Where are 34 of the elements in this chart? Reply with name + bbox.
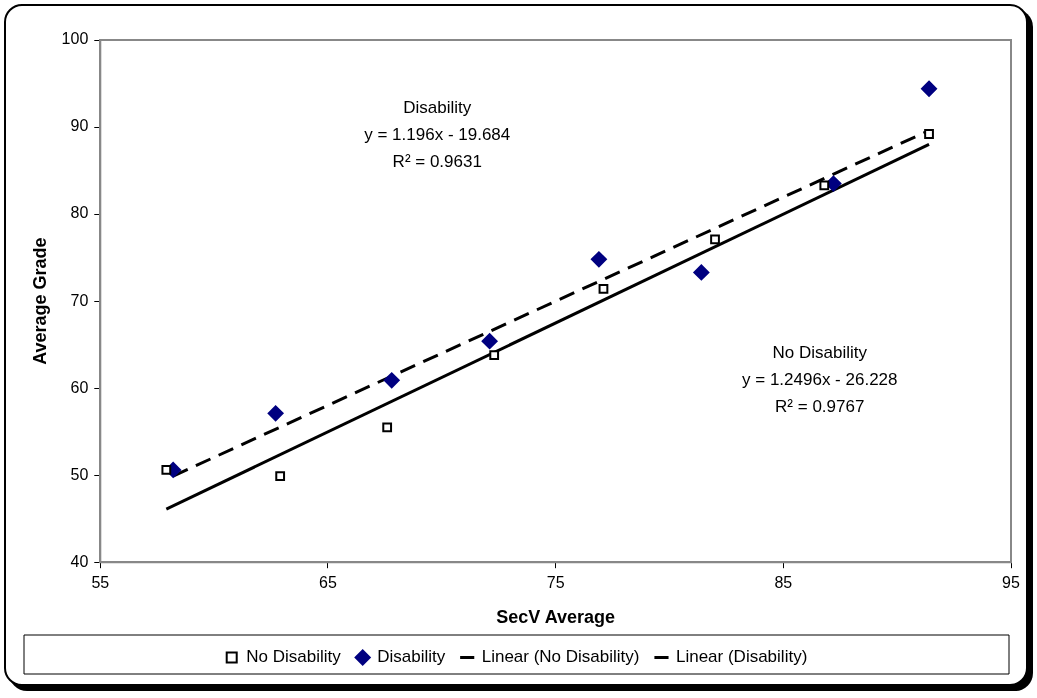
annotation: No Disability y = 1.2496x - 26.228 R² = 0.9767 xyxy=(742,343,898,417)
legend-label: No Disability xyxy=(246,647,342,667)
legend-label: Linear (No Disability) xyxy=(481,647,640,667)
y-tick-label: 100 xyxy=(61,30,89,48)
x-tick-label: 85 xyxy=(774,574,793,592)
x-tick-label: 75 xyxy=(546,574,565,592)
point xyxy=(382,422,393,433)
x-tick-label: 65 xyxy=(319,574,337,592)
x-tick-label: 95 xyxy=(1002,574,1020,592)
point xyxy=(383,372,400,389)
point xyxy=(598,284,609,294)
point xyxy=(590,251,607,268)
point xyxy=(710,234,720,245)
point xyxy=(819,180,830,191)
y-tick-label: 70 xyxy=(70,291,89,309)
y-tick-label: 60 xyxy=(70,378,89,396)
x-tick-label: 55 xyxy=(91,574,110,592)
y-axis-title: Average Grade xyxy=(29,237,50,365)
y-tick-label: 90 xyxy=(70,117,89,135)
point xyxy=(921,80,938,97)
y-tick-label: 80 xyxy=(70,204,89,222)
y-tick-label: 50 xyxy=(70,465,89,483)
point xyxy=(275,471,286,481)
point xyxy=(489,350,500,360)
x-axis-title: SecV Average xyxy=(496,607,616,628)
point xyxy=(924,129,934,139)
y-tick-label: 40 xyxy=(70,552,89,570)
point xyxy=(693,264,710,281)
point xyxy=(161,465,172,475)
point xyxy=(267,405,284,422)
point xyxy=(481,333,498,350)
annotation: Disability y = 1.196x - 19.684 R² = 0.9631 xyxy=(364,97,511,171)
legend-label: Linear (Disability) xyxy=(675,647,808,667)
legend-label: Disability xyxy=(377,647,446,667)
